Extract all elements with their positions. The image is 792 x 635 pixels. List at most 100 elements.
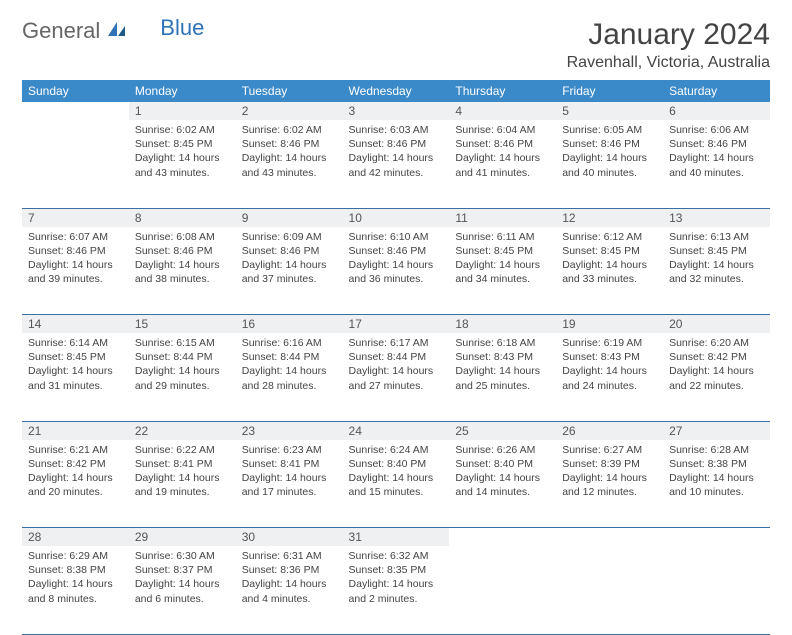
sunset-text: Sunset: 8:38 PM bbox=[28, 563, 123, 577]
brand-general: General bbox=[22, 18, 100, 44]
day-cell: Sunrise: 6:06 AMSunset: 8:46 PMDaylight:… bbox=[663, 120, 770, 208]
sunrise-text: Sunrise: 6:29 AM bbox=[28, 549, 123, 563]
day-cell: Sunrise: 6:26 AMSunset: 8:40 PMDaylight:… bbox=[449, 440, 556, 528]
sunrise-text: Sunrise: 6:06 AM bbox=[669, 123, 764, 137]
sunset-text: Sunset: 8:44 PM bbox=[349, 350, 444, 364]
sunrise-text: Sunrise: 6:22 AM bbox=[135, 443, 230, 457]
day-cell: Sunrise: 6:09 AMSunset: 8:46 PMDaylight:… bbox=[236, 227, 343, 315]
day-number-cell: 2 bbox=[236, 102, 343, 120]
sunrise-text: Sunrise: 6:02 AM bbox=[242, 123, 337, 137]
day-cell: Sunrise: 6:28 AMSunset: 8:38 PMDaylight:… bbox=[663, 440, 770, 528]
sunrise-text: Sunrise: 6:26 AM bbox=[455, 443, 550, 457]
daylight-text: Daylight: 14 hours and 24 minutes. bbox=[562, 364, 657, 392]
day-number-cell: 23 bbox=[236, 421, 343, 440]
sunset-text: Sunset: 8:37 PM bbox=[135, 563, 230, 577]
daylight-text: Daylight: 14 hours and 25 minutes. bbox=[455, 364, 550, 392]
daylight-text: Daylight: 14 hours and 43 minutes. bbox=[135, 151, 230, 179]
sunset-text: Sunset: 8:45 PM bbox=[28, 350, 123, 364]
day-number-cell: 30 bbox=[236, 528, 343, 547]
content-row: Sunrise: 6:29 AMSunset: 8:38 PMDaylight:… bbox=[22, 546, 770, 634]
day-cell: Sunrise: 6:14 AMSunset: 8:45 PMDaylight:… bbox=[22, 333, 129, 421]
day-number-cell: 24 bbox=[343, 421, 450, 440]
weekday-header: Monday bbox=[129, 80, 236, 102]
sunset-text: Sunset: 8:46 PM bbox=[28, 244, 123, 258]
day-number-cell: 20 bbox=[663, 315, 770, 334]
day-cell: Sunrise: 6:17 AMSunset: 8:44 PMDaylight:… bbox=[343, 333, 450, 421]
day-cell: Sunrise: 6:18 AMSunset: 8:43 PMDaylight:… bbox=[449, 333, 556, 421]
day-number-cell: 21 bbox=[22, 421, 129, 440]
sunrise-text: Sunrise: 6:16 AM bbox=[242, 336, 337, 350]
content-row: Sunrise: 6:21 AMSunset: 8:42 PMDaylight:… bbox=[22, 440, 770, 528]
day-number-cell: 10 bbox=[343, 208, 450, 227]
daylight-text: Daylight: 14 hours and 40 minutes. bbox=[669, 151, 764, 179]
day-cell: Sunrise: 6:02 AMSunset: 8:45 PMDaylight:… bbox=[129, 120, 236, 208]
daylight-text: Daylight: 14 hours and 38 minutes. bbox=[135, 258, 230, 286]
sunrise-text: Sunrise: 6:09 AM bbox=[242, 230, 337, 244]
sunrise-text: Sunrise: 6:17 AM bbox=[349, 336, 444, 350]
sunrise-text: Sunrise: 6:11 AM bbox=[455, 230, 550, 244]
sunrise-text: Sunrise: 6:24 AM bbox=[349, 443, 444, 457]
day-number-cell: 14 bbox=[22, 315, 129, 334]
daylight-text: Daylight: 14 hours and 2 minutes. bbox=[349, 577, 444, 605]
day-number-cell: 5 bbox=[556, 102, 663, 120]
day-cell: Sunrise: 6:04 AMSunset: 8:46 PMDaylight:… bbox=[449, 120, 556, 208]
weekday-header: Tuesday bbox=[236, 80, 343, 102]
day-number-cell: 12 bbox=[556, 208, 663, 227]
daylight-text: Daylight: 14 hours and 36 minutes. bbox=[349, 258, 444, 286]
sunset-text: Sunset: 8:44 PM bbox=[135, 350, 230, 364]
day-cell: Sunrise: 6:05 AMSunset: 8:46 PMDaylight:… bbox=[556, 120, 663, 208]
daylight-text: Daylight: 14 hours and 40 minutes. bbox=[562, 151, 657, 179]
sunset-text: Sunset: 8:46 PM bbox=[135, 244, 230, 258]
sunset-text: Sunset: 8:41 PM bbox=[135, 457, 230, 471]
day-number-cell: 11 bbox=[449, 208, 556, 227]
sunset-text: Sunset: 8:41 PM bbox=[242, 457, 337, 471]
sunset-text: Sunset: 8:46 PM bbox=[242, 244, 337, 258]
day-number-cell: 29 bbox=[129, 528, 236, 547]
day-number-cell: 22 bbox=[129, 421, 236, 440]
day-cell: Sunrise: 6:15 AMSunset: 8:44 PMDaylight:… bbox=[129, 333, 236, 421]
sunset-text: Sunset: 8:40 PM bbox=[455, 457, 550, 471]
weekday-header-row: Sunday Monday Tuesday Wednesday Thursday… bbox=[22, 80, 770, 102]
sunrise-text: Sunrise: 6:15 AM bbox=[135, 336, 230, 350]
daylight-text: Daylight: 14 hours and 32 minutes. bbox=[669, 258, 764, 286]
day-cell: Sunrise: 6:11 AMSunset: 8:45 PMDaylight:… bbox=[449, 227, 556, 315]
day-number-cell: 18 bbox=[449, 315, 556, 334]
daylight-text: Daylight: 14 hours and 14 minutes. bbox=[455, 471, 550, 499]
day-cell: Sunrise: 6:22 AMSunset: 8:41 PMDaylight:… bbox=[129, 440, 236, 528]
day-cell: Sunrise: 6:02 AMSunset: 8:46 PMDaylight:… bbox=[236, 120, 343, 208]
sunrise-text: Sunrise: 6:20 AM bbox=[669, 336, 764, 350]
day-number-cell bbox=[22, 102, 129, 120]
day-number-cell: 8 bbox=[129, 208, 236, 227]
daylight-text: Daylight: 14 hours and 31 minutes. bbox=[28, 364, 123, 392]
day-number-cell: 31 bbox=[343, 528, 450, 547]
content-row: Sunrise: 6:07 AMSunset: 8:46 PMDaylight:… bbox=[22, 227, 770, 315]
sunrise-text: Sunrise: 6:18 AM bbox=[455, 336, 550, 350]
sail-icon bbox=[106, 18, 128, 44]
daylight-text: Daylight: 14 hours and 28 minutes. bbox=[242, 364, 337, 392]
day-cell: Sunrise: 6:08 AMSunset: 8:46 PMDaylight:… bbox=[129, 227, 236, 315]
sunrise-text: Sunrise: 6:19 AM bbox=[562, 336, 657, 350]
day-cell: Sunrise: 6:24 AMSunset: 8:40 PMDaylight:… bbox=[343, 440, 450, 528]
sunset-text: Sunset: 8:46 PM bbox=[562, 137, 657, 151]
sunrise-text: Sunrise: 6:10 AM bbox=[349, 230, 444, 244]
brand-logo: General Blue bbox=[22, 18, 204, 44]
sunset-text: Sunset: 8:45 PM bbox=[135, 137, 230, 151]
daylight-text: Daylight: 14 hours and 22 minutes. bbox=[669, 364, 764, 392]
daylight-text: Daylight: 14 hours and 20 minutes. bbox=[28, 471, 123, 499]
daylight-text: Daylight: 14 hours and 33 minutes. bbox=[562, 258, 657, 286]
daylight-text: Daylight: 14 hours and 39 minutes. bbox=[28, 258, 123, 286]
daylight-text: Daylight: 14 hours and 29 minutes. bbox=[135, 364, 230, 392]
day-number-cell bbox=[663, 528, 770, 547]
daynum-row: 14151617181920 bbox=[22, 315, 770, 334]
day-cell: Sunrise: 6:07 AMSunset: 8:46 PMDaylight:… bbox=[22, 227, 129, 315]
weekday-header: Friday bbox=[556, 80, 663, 102]
sunrise-text: Sunrise: 6:08 AM bbox=[135, 230, 230, 244]
day-cell bbox=[556, 546, 663, 634]
day-number-cell: 25 bbox=[449, 421, 556, 440]
daylight-text: Daylight: 14 hours and 15 minutes. bbox=[349, 471, 444, 499]
daylight-text: Daylight: 14 hours and 27 minutes. bbox=[349, 364, 444, 392]
sunrise-text: Sunrise: 6:13 AM bbox=[669, 230, 764, 244]
daylight-text: Daylight: 14 hours and 8 minutes. bbox=[28, 577, 123, 605]
sunrise-text: Sunrise: 6:14 AM bbox=[28, 336, 123, 350]
day-number-cell: 19 bbox=[556, 315, 663, 334]
